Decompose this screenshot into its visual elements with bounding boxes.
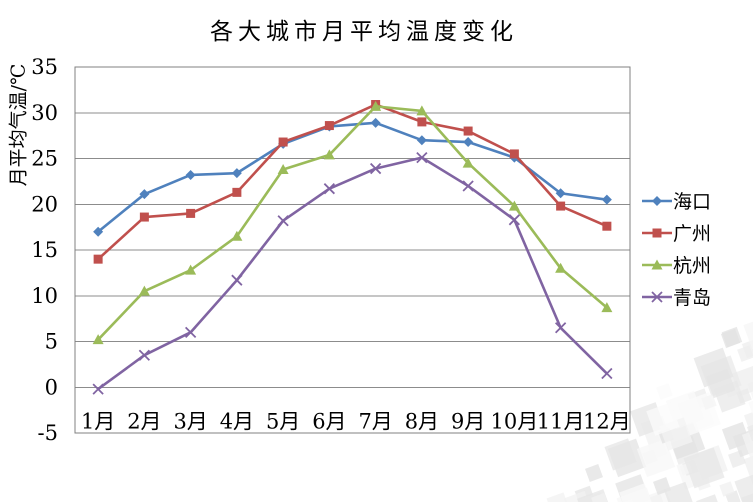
legend-item-guangzhou: 广州	[641, 222, 712, 245]
legend-label: 青岛	[673, 287, 712, 309]
data-point-marker	[138, 349, 151, 361]
y-tick-label: 5	[45, 330, 58, 354]
y-tick-label: 35	[31, 55, 58, 79]
data-point-marker	[139, 212, 149, 222]
legend-marker-diamond-icon	[642, 195, 672, 206]
x-tick-label: 12月	[583, 409, 631, 433]
data-point-marker	[277, 163, 289, 174]
legend: 海口 广州 杭州 青岛	[641, 190, 712, 309]
y-tick-label: 0	[45, 375, 58, 399]
data-point-marker	[139, 189, 150, 200]
data-point-marker	[509, 149, 519, 159]
x-tick-label: 3月	[173, 409, 207, 433]
data-point-marker	[416, 135, 427, 146]
data-point-marker	[463, 126, 473, 136]
data-point-marker	[231, 168, 242, 179]
legend-marker-triangle-icon	[642, 259, 672, 269]
data-point-marker	[463, 137, 474, 148]
data-point-marker	[184, 326, 197, 338]
x-tick-label: 5月	[266, 409, 300, 433]
data-point-marker	[651, 259, 663, 269]
y-tick-label: 30	[31, 101, 58, 125]
data-point-marker	[92, 383, 104, 395]
data-point-marker	[508, 200, 520, 211]
data-point-marker	[417, 117, 427, 127]
data-point-marker	[601, 194, 612, 205]
series-line-qingdao	[97, 156, 608, 391]
data-point-marker	[508, 214, 521, 226]
data-point-marker	[185, 169, 196, 180]
y-tick-label: 25	[31, 147, 58, 171]
data-point-marker	[462, 157, 474, 168]
data-point-marker	[185, 264, 197, 275]
data-point-marker	[231, 274, 243, 286]
data-point-marker	[324, 121, 334, 131]
data-point-marker	[370, 117, 381, 128]
data-point-marker	[278, 137, 288, 147]
x-tick-label: 1月	[81, 409, 115, 433]
data-point-marker	[601, 367, 613, 380]
plot-border	[74, 66, 631, 434]
data-point-marker	[652, 228, 662, 237]
data-point-marker	[370, 100, 382, 111]
x-tick-label: 10月	[491, 409, 539, 433]
y-tick-label: 10	[31, 284, 58, 308]
series-line-guangzhou	[97, 103, 608, 261]
data-point-marker	[323, 149, 335, 160]
legend-marker-x-icon	[642, 290, 672, 303]
legend-label: 海口	[673, 191, 712, 213]
data-point-marker	[601, 302, 613, 313]
legend-marker-square-icon	[642, 228, 672, 237]
data-point-marker	[186, 208, 196, 218]
x-tick-label: 6月	[312, 409, 346, 433]
data-point-marker	[323, 183, 336, 195]
x-tick-label: 9月	[451, 409, 485, 433]
x-tick-label: 4月	[220, 409, 254, 433]
data-point-marker	[556, 201, 566, 211]
data-point-marker	[555, 188, 566, 199]
legend-item-haikou: 海口	[641, 190, 712, 213]
data-point-marker	[602, 221, 612, 231]
legend-item-qingdao: 青岛	[641, 286, 712, 309]
x-tick-label: 7月	[358, 409, 392, 433]
data-point-marker	[92, 334, 104, 345]
legend-label: 广州	[673, 223, 712, 245]
y-tick-label: 15	[31, 238, 58, 262]
x-tick-label: 8月	[405, 409, 439, 433]
data-point-marker	[93, 226, 104, 237]
y-tick-label: 20	[31, 192, 58, 216]
series-line-hangzhou	[97, 105, 608, 341]
data-point-marker	[416, 105, 428, 116]
x-tick-label: 11月	[537, 409, 585, 433]
data-point-marker	[554, 322, 567, 334]
data-point-marker	[369, 162, 382, 175]
data-point-marker	[462, 180, 474, 192]
chart-title: 各大城市月平均温度变化	[210, 19, 518, 45]
data-point-marker	[277, 215, 289, 227]
data-point-marker	[555, 262, 567, 273]
legend-item-hangzhou: 杭州	[641, 254, 712, 277]
legend-label: 杭州	[673, 255, 712, 277]
data-point-marker	[416, 151, 428, 164]
data-point-marker	[652, 195, 662, 206]
data-point-marker	[232, 187, 242, 197]
data-point-marker	[138, 285, 150, 296]
data-point-marker	[93, 254, 103, 264]
y-tick-label: -5	[38, 421, 58, 445]
data-point-marker	[231, 230, 243, 241]
data-point-marker	[651, 290, 663, 303]
x-tick-label: 2月	[127, 409, 161, 433]
